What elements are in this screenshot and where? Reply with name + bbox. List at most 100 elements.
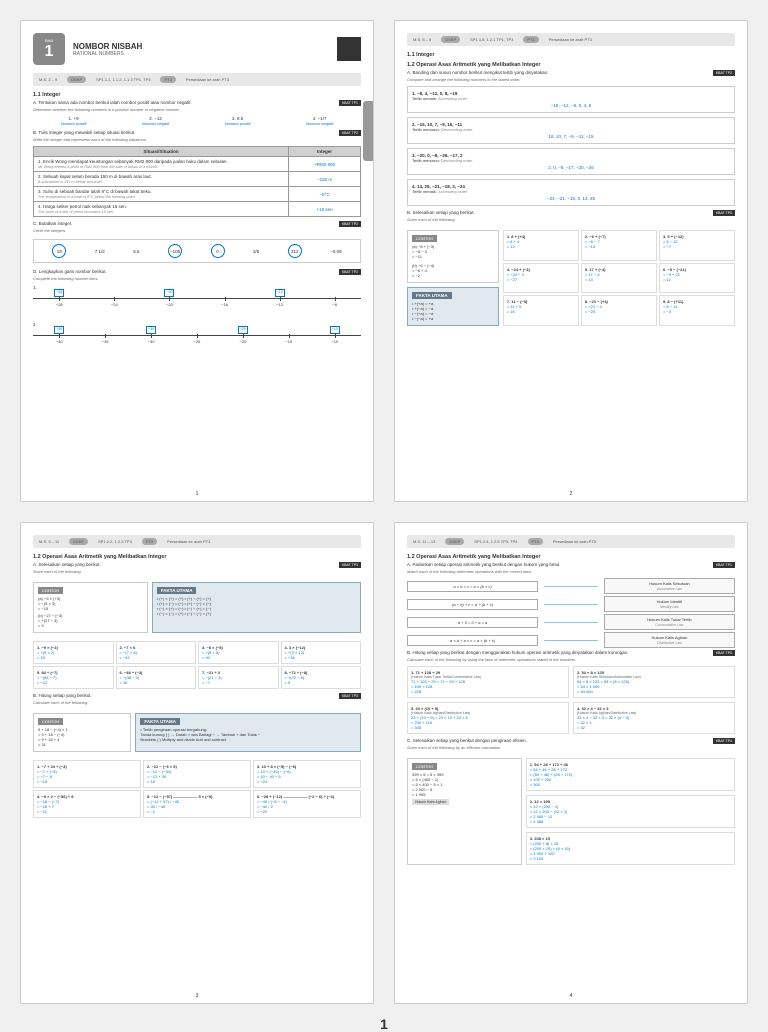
a-instruction-it: Determine whether the following numbers … (33, 107, 361, 112)
section-1-2: 1.2 Operasi Asas Aritmetik yang Melibatk… (33, 554, 361, 560)
page-number: 3 (196, 993, 199, 999)
pt3-text: Persediaan ke arah PT3 (549, 37, 592, 42)
pt3-text: Persediaan ke arah PT3 (167, 539, 210, 544)
chapter-number: 1 (45, 43, 54, 61)
example-box: CONTOH (a) −5 × (+3) = −(5 × 3) = −15 (b… (33, 582, 148, 633)
side-tab (363, 101, 373, 161)
d1-label: 1. (33, 285, 361, 290)
c-instruction-it: Solve each of the following by an effici… (407, 745, 735, 750)
chapter-badge: BAB 1 (33, 33, 65, 65)
contoh-label: CONTOH (38, 718, 63, 725)
contoh-label: CONTOH (412, 235, 437, 242)
th-integer: Integer (289, 147, 361, 157)
tag: KBAT TP2 (713, 70, 735, 76)
ms-ref: M.S. 11 – 13 (413, 539, 435, 544)
tag: KBAT TP2 (339, 269, 361, 275)
a-instruction-it: Solve each of the following. (33, 569, 361, 574)
b-instruction-it: Calculate each of the following by using… (407, 657, 735, 662)
b-instruction-it: Write the integer that represents each o… (33, 137, 361, 142)
page-number: 2 (570, 491, 573, 497)
example-b: (b) −27 ÷ (−3) = +(27 ÷ 3) = 9 (38, 613, 143, 628)
problems-grid: 1. 8 + (+4)= 8 + 4 = 122. −6 + (−7)= −6 … (503, 230, 735, 326)
example-box: CONTOH 399 × 5 = 5 × 399 = 5 × (400 − 1)… (407, 758, 522, 865)
fakta-text: • +(+a) = +a • +(−a) = −a • −(+a) = −a •… (412, 301, 494, 321)
d-instruction: D. Lengkapkan garis nombor berikut.KBAT … (33, 269, 361, 274)
b-instruction: B. Selesaikan setiap yang berikut.KBAT T… (407, 210, 735, 215)
tag: KBAT TP1 (339, 100, 361, 106)
a-instruction: A. Padankan setiap operasi aritmetik yan… (407, 562, 735, 567)
answers-row-a: 1. +9Nombor positif2. −12Nombor negatif3… (33, 116, 361, 126)
fakta-text: • (+) × (+) = (+) • (+) ÷ (+) = (+) • (+… (157, 596, 356, 616)
b-instruction: B. Tulis integer yang mewakili setiap si… (33, 130, 361, 135)
situation-table: Situasi/SituationInteger 1. Encik Wong m… (33, 146, 361, 217)
section-1-1: 1.1 Integer (407, 52, 735, 58)
problems-grid-b: 1. −7 + 24 ÷ (−3)= −7 + (−8) = −7 − 8 = … (33, 760, 361, 818)
a-instruction: A. Selesaikan setiap yang berikut.KBAT T… (33, 562, 361, 567)
tag: KBAT TP3 (713, 650, 735, 656)
fakta-box: FAKTA UTAMA • (+) × (+) = (+) • (+) ÷ (+… (152, 582, 361, 633)
b-instruction: B. Hitung setiap yang berikut.KBAT TP3 (33, 693, 361, 698)
chapter-subtitle: RATIONAL NUMBERS (73, 51, 142, 57)
b-instruction-it: Solve each of the following. (407, 217, 735, 222)
dskp-pill: DSKP (69, 538, 88, 545)
ms-ref: M.S. 8 – 9 (413, 37, 431, 42)
d2-label: 2. (33, 322, 361, 327)
pt3-text: Persediaan ke arah PT3 (186, 77, 229, 82)
dskp-pill: DSKP (441, 36, 460, 43)
tag: KBAT TP4 (713, 738, 735, 744)
pt3-text: Persediaan ke arah PT3 (553, 539, 596, 544)
example-box: CONTOH (a) −8 + (−3) = −8 − 3 = −11 (b) … (407, 230, 499, 283)
dskp-ref: SP1.2.4, 1.2.5 TP3, TP4 (474, 539, 517, 544)
d-instruction-it: Complete the following number lines. (33, 276, 361, 281)
ms-ref: M.S. 2 – 9 (39, 77, 57, 82)
page-number: 1 (196, 491, 199, 497)
info-bar: M.S. 11 – 13 DSKP SP1.2.4, 1.2.5 TP3, TP… (407, 535, 735, 548)
example-box-2: CONTOH 9 + 18 − (−4) × 1 = 9 + 18 − (−4)… (33, 713, 131, 752)
page-4: M.S. 11 – 13 DSKP SP1.2.4, 1.2.5 TP3, TP… (394, 522, 748, 1004)
page-3: M.S. 9 – 11 DSKP SP1.2.2, 1.2.3 TP3 PT3 … (20, 522, 374, 1004)
section-1-2: 1.2 Operasi Asas Aritmetik yang Melibatk… (407, 554, 735, 560)
ms-ref: M.S. 9 – 11 (39, 539, 59, 544)
example-b: (b) −6 − (−4) = −6 + 4 = −2 (412, 263, 494, 278)
th-situation: Situasi/Situation (34, 147, 289, 157)
fakta-title: FAKTA UTAMA (412, 292, 452, 299)
dskp-ref: SP1.1.1, 1.1.2, 1.1.3 TP1, TP3 (96, 77, 150, 82)
pt3-pill: PT3 (523, 36, 538, 43)
fakta-title: FAKTA UTAMA (140, 718, 180, 725)
pt3-pill: PT3 (528, 538, 543, 545)
page-2: M.S. 8 – 9 DSKP SP1.1.6, 1.2.1 TP1, TP3 … (394, 20, 748, 502)
c-instruction-it: Circle the integers. (33, 228, 361, 233)
chapter-header: BAB 1 NOMBOR NISBAH RATIONAL NUMBERS (33, 33, 361, 65)
dskp-ref: SP1.1.6, 1.2.1 TP1, TP3 (470, 37, 513, 42)
problems-grid-a: 1. −9 × (−2)= +(9 × 2) = 182. −7 × 6= −(… (33, 641, 361, 689)
tag: KBAT TP3 (713, 210, 735, 216)
tag: KBAT TP1 (713, 562, 735, 568)
laws-match: a × b × c = a × (b × c)Hukum Kalis Sekut… (407, 578, 735, 648)
qr-icon (337, 37, 361, 61)
tag: KBAT TP2 (339, 221, 361, 227)
b-instruction: B. Hitung setiap yang berikut dengan men… (407, 650, 735, 655)
info-bar: M.S. 8 – 9 DSKP SP1.1.6, 1.2.1 TP1, TP3 … (407, 33, 735, 46)
tag: KBAT TP3 (339, 562, 361, 568)
tag: KBAT TP3 (339, 693, 361, 699)
dskp-ref: SP1.2.2, 1.2.3 TP3 (98, 539, 132, 544)
c-instruction: C. Selesaikan setiap yang berikut dengan… (407, 738, 735, 743)
dskp-pill: DSKP (445, 538, 464, 545)
pt3-pill: PT3 (142, 538, 157, 545)
a-instruction: A. Tentukan sama ada nombor berikut iala… (33, 100, 361, 105)
section-1-1: 1.1 Integer (33, 92, 361, 98)
example-tag: Hukum Kalis Agihan (412, 799, 449, 805)
pt3-pill: PT3 (160, 76, 175, 83)
fakta-text-2: • Tertib pengiraan operasi bergabung: Ta… (140, 727, 356, 742)
a-instruction-it: Match each of the following arithmetic o… (407, 569, 735, 574)
numberline-1: −28−28−24−20−20−16−12−12−8 (33, 298, 361, 314)
problems-grid-c: 1. 54 + 28 + 172 + 46= 54 + 46 + 28 + 17… (526, 758, 735, 865)
page-1: BAB 1 NOMBOR NISBAH RATIONAL NUMBERS M.S… (20, 20, 374, 502)
contoh-label: CONTOH (412, 763, 437, 770)
fakta-box: FAKTA UTAMA • +(+a) = +a • +(−a) = −a • … (407, 287, 499, 326)
problems-grid-b: 1. 71 + 128 + 29(Hukum Kalis Tukar Terti… (407, 666, 735, 734)
fakta-box-2: FAKTA UTAMA • Tertib pengiraan operasi b… (135, 713, 361, 752)
fakta-title: FAKTA UTAMA (157, 587, 197, 594)
dskp-pill: DSKP (67, 76, 86, 83)
example-a: (a) −8 + (−3) = −8 − 3 = −11 (412, 244, 494, 259)
